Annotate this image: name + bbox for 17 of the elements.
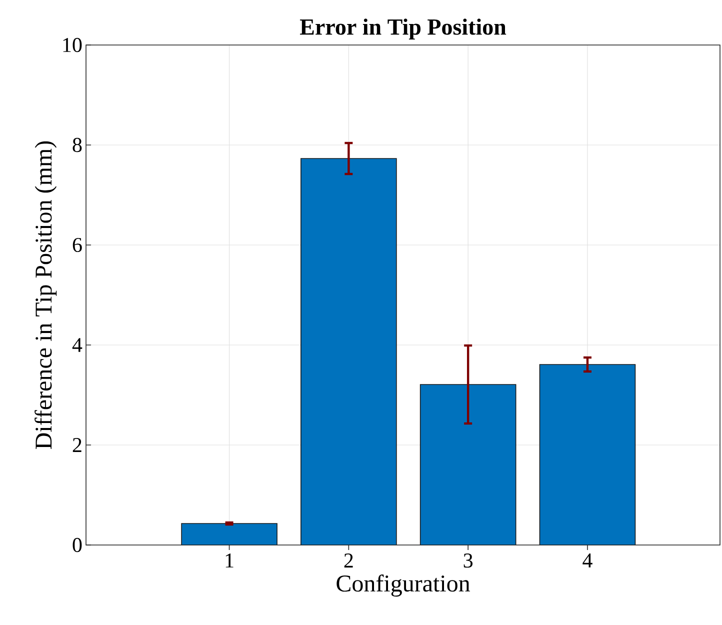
y-tick-label: 2 — [72, 438, 82, 452]
bar — [420, 384, 516, 545]
y-tick-label: 8 — [72, 138, 82, 152]
bar — [300, 158, 396, 545]
chart-title: Error in Tip Position — [300, 18, 506, 40]
x-tick-label: 1 — [226, 554, 234, 568]
x-axis-title: Configuration — [336, 574, 470, 597]
x-tick-label: 4 — [582, 554, 592, 568]
y-tick-label: 6 — [72, 238, 82, 252]
x-tick-label: 3 — [464, 554, 472, 568]
y-tick-label: 10 — [63, 38, 82, 52]
y-tick-label: 0 — [72, 538, 82, 552]
x-tick-label: 2 — [344, 554, 353, 568]
y-axis-title: Difference in Tip Position (mm) — [34, 141, 57, 449]
bar — [539, 364, 636, 545]
y-tick-label: 4 — [72, 338, 82, 352]
bar — [182, 524, 278, 545]
